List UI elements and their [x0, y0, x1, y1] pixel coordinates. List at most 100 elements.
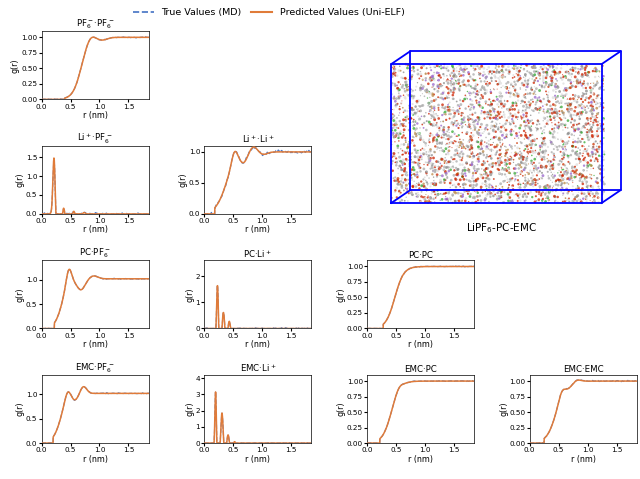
Point [459, 68, 469, 76]
Point [441, 141, 451, 148]
Point [511, 130, 522, 137]
Point [444, 160, 454, 168]
Point [509, 84, 519, 92]
Point [595, 125, 605, 132]
Point [493, 80, 503, 88]
Point [480, 196, 490, 204]
Point [524, 75, 534, 82]
Point [589, 113, 600, 121]
Point [559, 121, 569, 129]
Point [488, 139, 499, 147]
Point [522, 155, 532, 162]
Point [525, 117, 536, 125]
Point [488, 68, 499, 76]
Point [440, 108, 451, 116]
Point [400, 176, 410, 184]
Point [407, 73, 417, 80]
Point [563, 102, 573, 109]
Point [507, 174, 517, 182]
Point [554, 88, 564, 95]
Point [414, 181, 424, 189]
Point [449, 119, 460, 127]
Point [573, 110, 583, 118]
Point [547, 74, 557, 82]
Point [387, 141, 397, 148]
Point [452, 107, 462, 114]
Point [593, 72, 604, 80]
Point [564, 78, 575, 85]
Point [426, 114, 436, 122]
Point [557, 61, 567, 68]
Point [550, 114, 560, 121]
Point [576, 95, 586, 103]
Point [433, 133, 444, 140]
Point [424, 159, 434, 167]
Point [504, 89, 514, 97]
Point [483, 113, 493, 121]
Point [413, 153, 423, 160]
Point [484, 190, 495, 197]
Title: EMC·EMC: EMC·EMC [563, 365, 604, 374]
Point [451, 78, 461, 86]
Point [474, 88, 484, 96]
Point [589, 90, 599, 98]
Point [499, 129, 509, 137]
Point [397, 158, 407, 165]
Point [561, 199, 571, 206]
Point [399, 132, 409, 139]
Point [435, 160, 445, 167]
Point [484, 137, 494, 145]
Point [548, 145, 559, 153]
Point [520, 77, 530, 84]
Point [429, 97, 439, 104]
Point [498, 69, 508, 77]
Point [535, 152, 545, 160]
Point [442, 106, 452, 114]
Point [555, 185, 565, 193]
Point [560, 100, 570, 107]
Point [548, 150, 559, 158]
Point [558, 155, 568, 162]
Point [423, 192, 433, 200]
X-axis label: r (nm): r (nm) [245, 455, 270, 464]
Point [449, 171, 459, 179]
Point [473, 150, 483, 158]
Point [389, 93, 399, 101]
Point [497, 92, 507, 100]
Point [593, 158, 603, 165]
Point [545, 184, 556, 192]
Point [570, 125, 580, 133]
Point [534, 175, 545, 183]
Point [476, 143, 486, 151]
Point [557, 172, 567, 180]
Point [459, 77, 469, 84]
Point [442, 195, 452, 203]
Point [545, 157, 556, 165]
Point [465, 178, 476, 185]
Point [593, 179, 603, 187]
Point [416, 68, 426, 75]
Point [580, 120, 591, 127]
Point [430, 162, 440, 170]
Point [506, 176, 516, 184]
Point [398, 129, 408, 137]
Point [465, 73, 476, 80]
Point [433, 132, 444, 139]
Point [556, 156, 566, 164]
Point [389, 70, 399, 78]
Point [546, 169, 556, 176]
Point [465, 146, 475, 153]
Point [518, 172, 528, 180]
Point [513, 183, 523, 191]
Point [470, 85, 481, 93]
Point [434, 127, 444, 135]
Point [538, 135, 548, 143]
Point [444, 67, 454, 75]
Point [523, 146, 533, 153]
Point [493, 136, 504, 143]
Point [492, 144, 502, 151]
Y-axis label: g(r): g(r) [337, 402, 346, 416]
Point [447, 192, 458, 200]
Point [481, 170, 492, 177]
Point [394, 153, 404, 161]
